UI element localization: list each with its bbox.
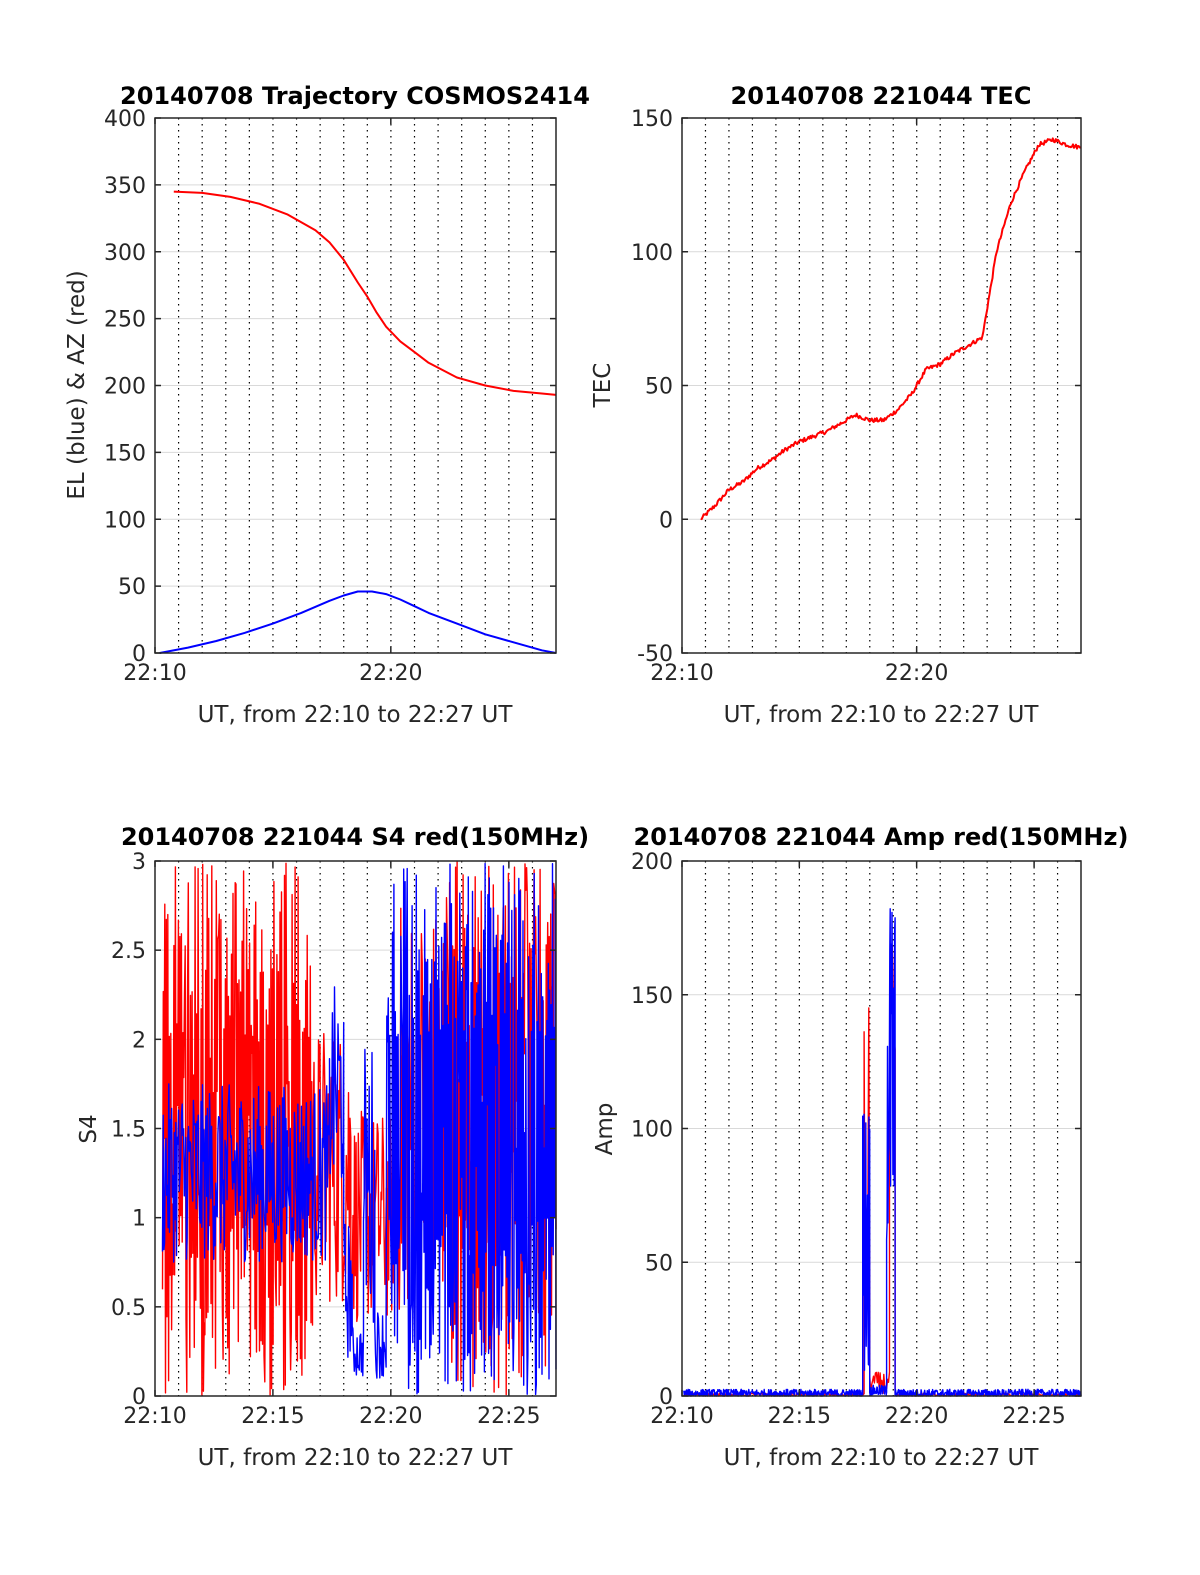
y-tick-label: 50: [645, 1251, 673, 1276]
y-tick-label: 0.5: [111, 1296, 146, 1321]
x-axis-label: UT, from 22:10 to 22:27 UT: [724, 702, 1040, 728]
y-axis-label: Amp: [592, 1103, 618, 1156]
y-tick-label: 300: [104, 241, 146, 266]
y-tick-label: 250: [104, 308, 146, 333]
chart-title: 20140708 221044 Amp red(150MHz): [634, 823, 1129, 851]
y-tick-label: 1.5: [111, 1118, 146, 1143]
x-tick-label: 22:25: [477, 1404, 540, 1429]
blue-series-line: [161, 862, 557, 1396]
y-tick-label: 200: [104, 375, 146, 400]
x-tick-label: 22:20: [359, 1404, 422, 1429]
y-axis-label: TEC: [590, 363, 616, 409]
x-tick-label: 22:10: [650, 1404, 713, 1429]
blue-series-line: [159, 590, 557, 654]
x-tick-label: 22:20: [359, 661, 422, 686]
x-axis-label: UT, from 22:10 to 22:27 UT: [198, 702, 514, 728]
y-tick-label: 400: [104, 107, 146, 132]
y-tick-label: 2.5: [111, 939, 146, 964]
red-series-line: [700, 137, 1082, 521]
y-tick-label: 150: [104, 441, 146, 466]
y-tick-label: 100: [631, 241, 673, 266]
chart-title: 20140708 Trajectory COSMOS2414: [120, 82, 590, 110]
x-tick-label: 22:10: [123, 661, 186, 686]
x-tick-label: 22:10: [123, 1404, 186, 1429]
blue-series-line: [683, 908, 1082, 1397]
y-tick-label: 1: [132, 1207, 146, 1232]
y-tick-label: 0: [132, 642, 146, 667]
y-tick-label: -50: [637, 642, 673, 667]
y-tick-label: 200: [631, 850, 673, 875]
red-series-line: [173, 190, 557, 396]
chart-title: 20140708 221044 S4 red(150MHz): [121, 823, 589, 851]
y-tick-label: 350: [104, 174, 146, 199]
y-tick-label: 50: [645, 375, 673, 400]
y-tick-label: 50: [118, 575, 146, 600]
chart-title: 20140708 221044 TEC: [731, 82, 1032, 110]
y-tick-label: 150: [631, 107, 673, 132]
x-tick-label: 22:10: [650, 661, 713, 686]
y-tick-label: 100: [631, 1118, 673, 1143]
trajectory-panel: 20140708 Trajectory COSMOS2414 0 50 100 150…: [64, 82, 590, 728]
y-tick-label: 0: [132, 1385, 146, 1410]
y-tick-label: 3: [132, 850, 146, 875]
amp-panel: 20140708 221044 Amp red(150MHz) 0 50 100 15…: [592, 823, 1128, 1471]
y-tick-label: 100: [104, 508, 146, 533]
x-tick-label: 22:15: [768, 1404, 831, 1429]
y-tick-label: 0: [659, 508, 673, 533]
x-tick-label: 22:15: [241, 1404, 304, 1429]
y-tick-label: 0: [659, 1385, 673, 1410]
x-axis-label: UT, from 22:10 to 22:27 UT: [724, 1445, 1040, 1471]
x-tick-label: 22:25: [1002, 1404, 1065, 1429]
s4-panel: 20140708 221044 S4 red(150MHz) 0 0.5 1 1.5 2…: [76, 823, 589, 1471]
y-axis-label: EL (blue) & AZ (red): [64, 270, 90, 499]
y-tick-label: 2: [132, 1028, 146, 1053]
y-tick-label: 150: [631, 984, 673, 1009]
x-tick-label: 22:20: [885, 1404, 948, 1429]
tec-panel: 20140708 221044 TEC -50 0 50 100 150 22:10 22:…: [590, 82, 1082, 728]
x-axis-label: UT, from 22:10 to 22:27 UT: [198, 1445, 514, 1471]
x-tick-label: 22:20: [885, 661, 948, 686]
y-axis-label: S4: [76, 1114, 102, 1143]
